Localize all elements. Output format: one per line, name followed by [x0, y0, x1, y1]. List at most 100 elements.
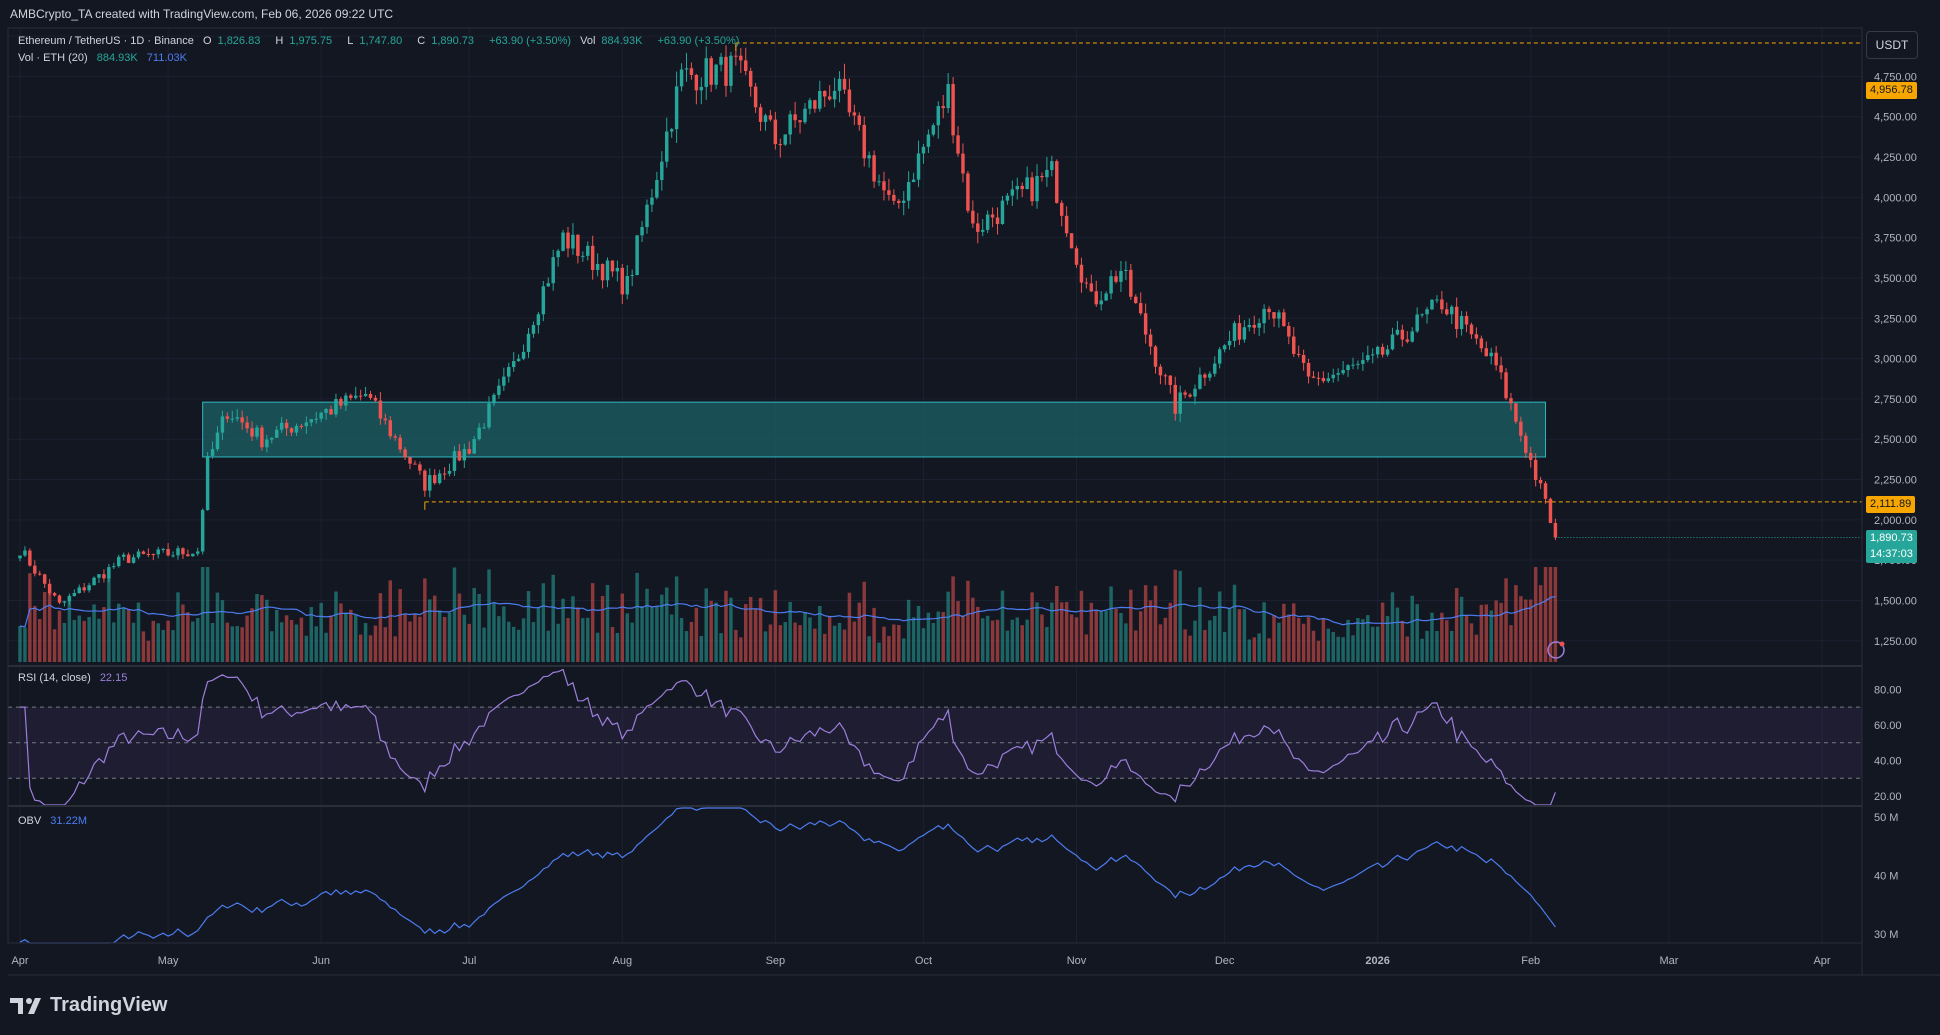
- candle-body: [1020, 185, 1024, 190]
- candle-body: [971, 210, 975, 224]
- volume-bar: [42, 592, 47, 662]
- tradingview-logo[interactable]: TradingView: [10, 994, 167, 1017]
- candle-body: [220, 416, 225, 433]
- volume-bar: [541, 583, 546, 662]
- legend-obv: OBV 31.22M: [18, 815, 93, 827]
- candle-body: [418, 464, 422, 471]
- candle-body: [1390, 334, 1395, 350]
- candle-body: [1366, 355, 1370, 361]
- candle-body: [28, 550, 32, 566]
- volume-bar: [526, 591, 531, 662]
- rsi-tick-label: 20.00: [1874, 791, 1902, 803]
- volume-bar: [916, 605, 921, 662]
- volume-bar: [432, 595, 437, 662]
- vol-ma-value: 711.03K: [146, 52, 187, 64]
- volume-bar: [1094, 609, 1098, 662]
- volume-bar: [38, 619, 42, 662]
- candle-body: [1375, 346, 1380, 355]
- volume-bar: [1371, 626, 1375, 662]
- volume-bar: [344, 612, 348, 662]
- candle-body: [926, 134, 931, 147]
- volume-bar: [1069, 614, 1074, 662]
- candle-body: [842, 78, 847, 90]
- volume-bar: [171, 630, 175, 662]
- volume-bar: [1203, 629, 1207, 662]
- currency-button[interactable]: USDT: [1866, 31, 1918, 59]
- volume-bar: [1292, 603, 1296, 662]
- candle-body: [714, 64, 718, 85]
- candle-body: [1380, 346, 1385, 355]
- x-tick-label: Sep: [766, 955, 786, 967]
- volume-bar: [842, 629, 847, 662]
- candle-body: [645, 204, 649, 228]
- volume-bar: [136, 602, 141, 662]
- candle-body: [176, 548, 180, 556]
- candle-body: [1306, 362, 1311, 377]
- volume-bar: [141, 631, 146, 662]
- volume-bar: [1454, 588, 1459, 662]
- candle-body: [62, 601, 67, 603]
- candle-body: [1050, 161, 1054, 170]
- candle-body: [1089, 283, 1094, 292]
- volume-bar: [260, 595, 264, 662]
- volume-bar: [92, 604, 96, 662]
- volume-bar: [571, 596, 575, 662]
- volume-bar: [156, 623, 160, 662]
- volume-bar: [655, 606, 659, 662]
- rsi-pane: 80.00 60.00 40.00 20.00: [8, 668, 1902, 806]
- volume-bar: [82, 620, 86, 662]
- volume-bar: [240, 627, 244, 662]
- volume-bar: [383, 627, 388, 662]
- candle-body: [408, 457, 412, 464]
- candle-body: [852, 112, 857, 116]
- volume-bar: [1301, 623, 1306, 662]
- volume-bar: [265, 599, 269, 662]
- candle-body: [437, 473, 442, 484]
- volume-bar: [225, 622, 230, 662]
- candle-body: [1109, 276, 1113, 294]
- candle-body: [141, 551, 146, 554]
- volume-bar: [872, 607, 876, 662]
- candle-body: [1158, 366, 1163, 376]
- candle-body: [1533, 459, 1538, 480]
- x-tick-label: Jun: [312, 955, 330, 967]
- candle-body: [684, 68, 689, 70]
- candle-body: [1454, 306, 1459, 330]
- candle-body: [482, 427, 486, 429]
- candle-body: [1296, 353, 1301, 355]
- volume-bar: [724, 590, 728, 662]
- volume-bar: [1326, 628, 1331, 662]
- volume-bar: [1415, 604, 1419, 662]
- volume-bar: [1504, 578, 1508, 662]
- volume-bar: [1375, 626, 1380, 662]
- bottom-bar: [0, 977, 1940, 1035]
- volume-bar: [1435, 631, 1439, 662]
- candle-body: [546, 283, 550, 287]
- candle-body: [719, 56, 723, 65]
- candle-body: [472, 439, 476, 454]
- price-levels: [424, 42, 1862, 659]
- volume-bar: [1104, 610, 1108, 662]
- volume-bar: [946, 591, 950, 662]
- volume-bar: [151, 620, 156, 662]
- candle-body: [279, 422, 284, 430]
- volume-bar: [97, 618, 101, 662]
- volume-bar: [1499, 602, 1503, 662]
- volume-bar: [176, 592, 180, 662]
- volume-bar: [734, 629, 738, 662]
- volume-bar: [1217, 591, 1222, 662]
- support-level-tag: 2,111.89: [1866, 496, 1916, 513]
- volume-bar: [1005, 630, 1010, 662]
- volume-bar: [329, 615, 333, 662]
- volume-bar: [625, 613, 629, 662]
- volume-bar: [823, 633, 827, 662]
- volume-bar: [1183, 629, 1187, 662]
- volume-bar: [1213, 615, 1217, 662]
- candle-body: [1040, 175, 1044, 178]
- candle-body: [640, 227, 644, 236]
- volume-bar: [1449, 630, 1454, 662]
- candle-body: [383, 418, 388, 421]
- candle-body: [33, 565, 37, 574]
- candle-body: [1124, 269, 1128, 272]
